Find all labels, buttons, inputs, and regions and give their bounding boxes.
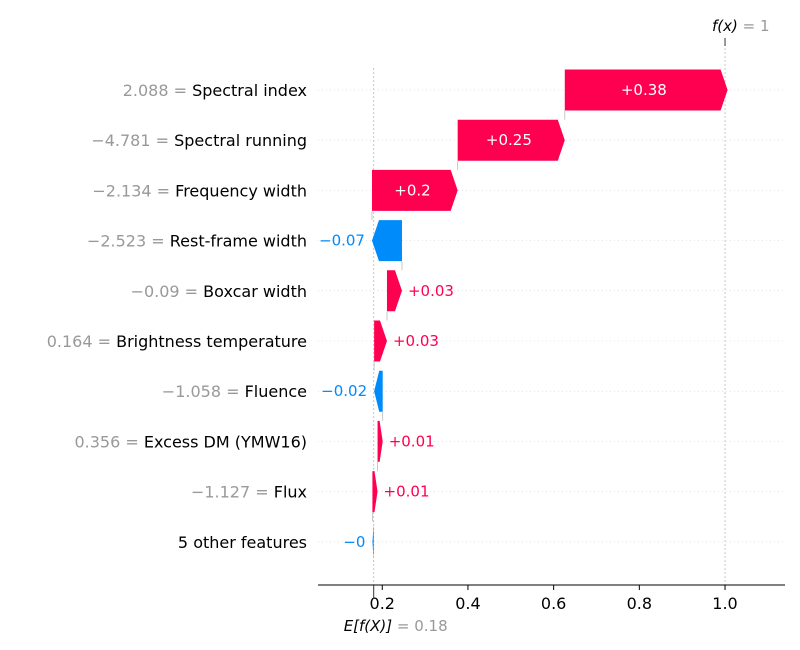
feature-value: −2.134 bbox=[92, 181, 151, 200]
x-tick-label: 0.8 bbox=[627, 594, 652, 613]
equals-sign: = bbox=[152, 181, 176, 200]
contribution-bar bbox=[374, 370, 383, 412]
output-value-label: f(x) = 1 bbox=[712, 17, 770, 35]
feature-labels: 2.088 = Spectral index −4.781 = Spectral … bbox=[47, 81, 307, 552]
feature-label: 5 other features bbox=[178, 533, 307, 552]
feature-value: 2.088 bbox=[123, 81, 169, 100]
feature-name: Brightness temperature bbox=[116, 332, 307, 351]
contribution-bar bbox=[374, 320, 387, 362]
contribution-bar bbox=[564, 69, 728, 111]
feature-value: −4.781 bbox=[91, 131, 150, 150]
equals-sign: = bbox=[250, 483, 274, 502]
feature-name: Spectral running bbox=[174, 131, 307, 150]
equals-sign: = bbox=[120, 432, 144, 451]
feature-name: Excess DM (YMW16) bbox=[144, 432, 307, 451]
feature-name: Flux bbox=[274, 483, 307, 502]
feature-name: Boxcar width bbox=[203, 282, 307, 301]
x-tick-label: 0.4 bbox=[455, 594, 480, 613]
bar-value-label: +0.25 bbox=[486, 131, 532, 149]
feature-name: 5 other features bbox=[178, 533, 307, 552]
bar-value-label: +0.2 bbox=[394, 181, 430, 199]
value-annotations: E[f(X)] = 0.18 f(x) = 1 bbox=[344, 17, 770, 635]
output-value-equals: = bbox=[738, 17, 760, 35]
contribution-bar bbox=[377, 420, 383, 462]
bar-value-label: −0 bbox=[343, 533, 365, 551]
equals-sign: = bbox=[221, 382, 245, 401]
equals-sign: = bbox=[180, 282, 204, 301]
x-tick-label: 0.2 bbox=[370, 594, 395, 613]
feature-name: Frequency width bbox=[175, 181, 307, 200]
x-tick-label: 0.6 bbox=[541, 594, 566, 613]
feature-label: 0.356 = Excess DM (YMW16) bbox=[74, 432, 307, 451]
base-value-label: E[f(X)] = 0.18 bbox=[344, 617, 448, 635]
feature-value: 0.164 bbox=[47, 332, 93, 351]
bar-value-label: +0.03 bbox=[408, 282, 454, 300]
feature-label: −4.781 = Spectral running bbox=[91, 131, 307, 150]
base-value-equals: = bbox=[392, 617, 414, 635]
feature-name: Rest-frame width bbox=[170, 232, 307, 251]
contribution-bar bbox=[371, 220, 402, 262]
feature-value: −0.09 bbox=[131, 282, 180, 301]
bar-value-label: +0.03 bbox=[393, 332, 439, 350]
bar-value-label: +0.01 bbox=[389, 432, 435, 450]
equals-sign: = bbox=[146, 232, 170, 251]
x-axis: 0.2 0.4 0.6 0.8 1.0 bbox=[318, 584, 785, 613]
equals-sign: = bbox=[93, 332, 117, 351]
row-gridlines bbox=[318, 89, 785, 543]
feature-label: −1.058 = Fluence bbox=[162, 382, 307, 401]
feature-label: −2.134 = Frequency width bbox=[92, 181, 307, 200]
contribution-bar bbox=[386, 270, 402, 312]
x-tick-label: 1.0 bbox=[712, 594, 737, 613]
bar-value-label: +0.38 bbox=[621, 81, 667, 99]
feature-value: 0.356 bbox=[74, 432, 120, 451]
equals-sign: = bbox=[151, 131, 175, 150]
output-value-symbol: f(x) bbox=[712, 17, 738, 35]
feature-name: Spectral index bbox=[192, 81, 307, 100]
contribution-bar bbox=[457, 119, 565, 161]
feature-label: 2.088 = Spectral index bbox=[123, 81, 307, 100]
bar-value-label: −0.07 bbox=[319, 232, 365, 250]
output-value-number: 1 bbox=[760, 17, 770, 35]
feature-label: −0.09 = Boxcar width bbox=[131, 282, 307, 301]
feature-label: 0.164 = Brightness temperature bbox=[47, 332, 307, 351]
bar-value-label: −0.02 bbox=[321, 382, 367, 400]
feature-label: −1.127 = Flux bbox=[191, 483, 307, 502]
contribution-bars: +0.38 +0.25 +0.2 −0.07 +0.03 +0.03 −0.02 +0.01 +… bbox=[319, 69, 728, 563]
feature-value: −2.523 bbox=[87, 232, 146, 251]
contribution-bar bbox=[371, 169, 458, 211]
reference-lines bbox=[373, 38, 726, 585]
feature-value: −1.127 bbox=[191, 483, 250, 502]
feature-label: −2.523 = Rest-frame width bbox=[87, 232, 307, 251]
equals-sign: = bbox=[169, 81, 193, 100]
feature-value: −1.058 bbox=[162, 382, 221, 401]
bar-value-label: +0.01 bbox=[384, 483, 430, 501]
base-value-symbol: E[f(X)] bbox=[344, 617, 393, 635]
feature-name: Fluence bbox=[245, 382, 307, 401]
base-value-number: 0.18 bbox=[414, 617, 447, 635]
contribution-bar bbox=[372, 521, 374, 563]
contribution-bar bbox=[372, 471, 378, 513]
